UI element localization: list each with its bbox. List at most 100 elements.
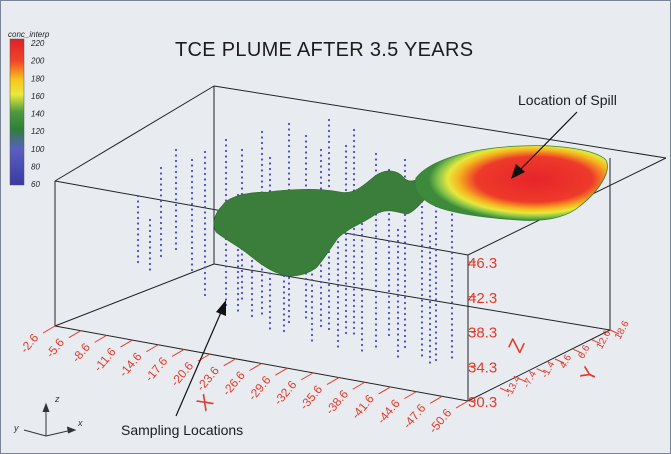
sampling-point	[174, 220, 178, 223]
sampling-point	[336, 339, 340, 343]
sampling-point	[387, 245, 391, 249]
sampling-point	[450, 356, 454, 359]
sampling-point	[434, 243, 438, 246]
sampling-point	[428, 344, 432, 348]
sampling-point	[396, 283, 400, 287]
x-tick-mark	[42, 325, 56, 334]
y-tick-label: -7.4	[521, 369, 539, 390]
sampling-point	[136, 200, 140, 203]
sampling-point	[387, 295, 391, 298]
sampling-point	[403, 279, 407, 283]
sampling-point	[310, 339, 314, 342]
sampling-point	[250, 292, 254, 296]
sampling-point	[190, 241, 194, 244]
sampling-point	[420, 277, 424, 280]
sampling-point	[428, 251, 432, 254]
sampling-point	[260, 136, 264, 139]
legend-label: conc_interp	[8, 30, 50, 39]
sampling-point	[224, 259, 228, 263]
sampling-point	[344, 315, 348, 318]
sampling-point	[327, 322, 331, 325]
sampling-point	[224, 144, 228, 147]
sampling-point	[174, 247, 178, 251]
sampling-point	[136, 222, 140, 225]
sampling-point	[434, 347, 438, 351]
sampling-point	[287, 315, 291, 318]
sampling-point	[224, 182, 228, 186]
sampling-point	[148, 224, 152, 227]
x-tick-label: -2.6	[17, 331, 41, 356]
sampling-point	[240, 253, 244, 256]
sampling-point	[224, 177, 228, 180]
bounding-box	[54, 85, 667, 402]
sampling-point	[352, 249, 356, 253]
sampling-point	[240, 297, 244, 300]
sampling-point	[136, 227, 140, 231]
x-tick-mark	[429, 395, 443, 404]
y-tick-mark	[591, 339, 601, 345]
sampling-point	[352, 156, 356, 159]
sampling-point	[304, 145, 308, 149]
sampling-point	[450, 268, 454, 271]
sampling-point	[190, 257, 194, 261]
sampling-point	[240, 159, 244, 163]
sampling-point	[336, 290, 340, 293]
sampling-point	[396, 338, 400, 342]
sampling-point	[360, 321, 364, 325]
sampling-point	[174, 176, 178, 179]
sampling-point	[236, 281, 240, 285]
sampling-point	[420, 271, 424, 275]
sampling-point	[327, 256, 331, 259]
sampling-point	[396, 355, 400, 358]
sampling-point	[304, 151, 308, 154]
sampling-point	[304, 167, 308, 171]
sampling-point	[190, 197, 194, 200]
spill-arrow-line	[517, 111, 578, 173]
sampling-point	[319, 159, 323, 163]
sampling-point	[240, 181, 244, 185]
sampling-point	[434, 314, 438, 318]
y-tick-mark	[499, 387, 510, 393]
sampling-point	[336, 317, 340, 321]
sampling-point	[260, 130, 264, 134]
sampling-point	[420, 299, 424, 302]
sampling-point	[434, 325, 438, 329]
sampling-point	[360, 332, 364, 336]
sampling-point	[396, 322, 400, 325]
sampling-point	[159, 166, 163, 170]
sampling-point	[327, 267, 331, 270]
sampling-point	[434, 232, 438, 235]
legend-tick-label: 180	[31, 74, 45, 83]
sampling-point	[396, 239, 400, 243]
sampling-point	[396, 272, 400, 276]
sampling-point	[240, 264, 244, 267]
sampling-point	[374, 268, 378, 271]
sampling-point	[344, 183, 348, 186]
sampling-point	[374, 169, 378, 172]
sampling-point	[450, 301, 454, 304]
sampling-point	[396, 234, 400, 237]
sampling-point	[190, 191, 194, 195]
sampling-point	[396, 245, 400, 248]
sampling-point	[236, 254, 240, 257]
sampling-point	[352, 161, 356, 165]
sampling-point	[336, 301, 340, 304]
x-tick-label: -11.6	[91, 345, 119, 375]
sampling-point	[319, 187, 323, 190]
legend-tick-label: 120	[31, 127, 45, 136]
sampling-point	[319, 286, 323, 289]
sampling-point	[374, 235, 378, 238]
sampling-point	[190, 164, 194, 167]
sampling-point	[287, 293, 291, 296]
sampling-point	[352, 282, 356, 286]
sampling-point	[428, 328, 432, 331]
sampling-point	[310, 278, 314, 282]
sampling-point	[327, 162, 331, 166]
sampling-point	[344, 320, 348, 324]
sampling-point	[434, 303, 438, 307]
sampling-point	[203, 183, 207, 187]
sampling-point	[374, 295, 378, 299]
sampling-point	[403, 268, 407, 272]
sampling-point	[420, 233, 424, 236]
sampling-point	[336, 268, 340, 271]
